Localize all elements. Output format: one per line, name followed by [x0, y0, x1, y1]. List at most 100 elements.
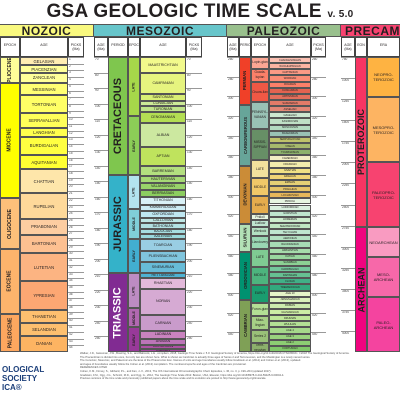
cz-tick: 41: [68, 325, 84, 332]
pz-age-cell: FLOIAN: [269, 278, 311, 285]
title-main: GSA GEOLOGIC TIME SCALE: [46, 1, 322, 22]
pz-age-cell: AERONIAN: [269, 235, 311, 242]
cz-epoch-label: PLIOCENE: [0, 57, 20, 83]
mz-age-cell: TITHONIAN: [140, 196, 186, 205]
mz-age-tick: 130: [94, 150, 108, 166]
footer-line: and ages of boundaries usually follow th…: [80, 362, 247, 366]
pz-age-cell: AGE 4: [269, 327, 311, 334]
mz-age-tick: 210: [94, 274, 108, 290]
cz-epoch-label: PALEOCENE: [0, 313, 20, 352]
pc-age-tick: 2750: [341, 225, 355, 247]
pz-period-carboniferous: CARBONIFEROUS: [239, 104, 251, 167]
pz-period-devonian: DEVONIAN: [239, 166, 251, 224]
pc-age-tick: 2500: [341, 204, 355, 226]
cz-epoch-label: EOCENE: [0, 249, 20, 314]
pz-age-cell: KUNGURIAN: [269, 87, 311, 94]
mz-age-cell: CALLOVIAN: [140, 218, 186, 224]
cz-tick: 14: [68, 144, 84, 151]
pc-age-tick: 3500: [341, 288, 355, 310]
pc-age-tick: 2000: [341, 162, 355, 184]
pz-pick-tick: 280: [311, 76, 326, 97]
cz-tick: 6: [68, 90, 84, 98]
cz-tick: 20: [68, 184, 84, 192]
cz-tick: 23: [68, 204, 84, 212]
cz-tick: 3: [68, 70, 84, 78]
pz-epoch-cell: Series 2: [251, 329, 269, 343]
mz-pick-tick: 190: [186, 243, 202, 259]
pz-period-silurian: SILURIAN: [239, 223, 251, 253]
pz-age-cell: BASHKIRIAN: [269, 130, 311, 137]
mz-age-cell: OXFORDIAN: [140, 211, 186, 219]
mz-age-cell: TURONIAN: [140, 106, 186, 113]
mz-age-cell: HETTANGIAN: [140, 272, 186, 278]
pz-age-tick: 260: [227, 57, 239, 77]
mz-pick-tick: 210: [186, 274, 202, 290]
pz-age-cell: FORTUNIAN: [269, 345, 311, 352]
pz-age-cell: HOMERIAN: [269, 216, 311, 223]
footer-line: Previous versions of the time scale and …: [80, 377, 267, 381]
pz-age-cell: PAIBIAN: [269, 302, 311, 309]
cz-tick: 25: [68, 217, 84, 225]
mz-age-cell: BERRIASIAN: [140, 189, 186, 197]
mz-age-cell: BAJOCIAN: [140, 228, 186, 235]
pz-age-tick: 520: [227, 312, 239, 333]
pz-age-cell: PRIDOLI: [269, 198, 311, 205]
era-precambrian: PRECAMB: [341, 24, 400, 37]
mz-age-cell: TOARCIAN: [140, 239, 186, 252]
pz-epoch-cell: Guada-lupian: [251, 68, 269, 83]
mz-age-tick: 120: [94, 134, 108, 151]
pz-age-cell: JIANGSHANIAN: [269, 296, 311, 303]
pz-age-cell: ARTINSKIAN: [269, 93, 311, 101]
mz-age-cell: AALENIAN: [140, 234, 186, 240]
cz-age-cell: CHATTIAN: [20, 169, 68, 194]
cz-age-cell: RUPELIAN: [20, 193, 68, 219]
pz-age-tick: 460: [227, 253, 239, 274]
cz-age-cell: BARTONIAN: [20, 234, 68, 253]
pc-age-tick: 2250: [341, 183, 355, 205]
mz-epoch-label: LATE: [128, 273, 140, 308]
cz-age-cell: THANETIAN: [20, 310, 68, 324]
mz-age-cell: LADINIAN: [140, 331, 186, 339]
pz-epoch-cell: Lopin-gian: [251, 57, 269, 69]
pz-age-cell: GZHELIAN: [269, 112, 311, 119]
pz-age-cell: MOSCOVIAN: [269, 124, 311, 131]
pz-age-tick: 400: [227, 194, 239, 215]
cz-tick: 42: [68, 331, 84, 339]
gsa-logo-line2: ICA®: [2, 382, 22, 392]
pz-epoch-cell: PENNSYL-VANIAN: [251, 101, 269, 129]
mz-gap: [202, 57, 227, 352]
cz-tick: 18: [68, 170, 84, 178]
pz-age-cell: CAPITANIAN: [269, 69, 311, 76]
mz-age-cell: BATHONIAN: [140, 223, 186, 229]
mz-age-tick: 160: [94, 196, 108, 213]
header-pc-era: ERA: [367, 37, 400, 57]
mz-pick-tick: 150: [186, 181, 202, 197]
mz-period-triassic: TRIASSIC: [108, 273, 128, 352]
cz-tick: 27: [68, 231, 84, 239]
pz-age-cell: SAKMARIAN: [269, 100, 311, 107]
cz-age-cell: ZANCLEAN: [20, 73, 68, 83]
cz-age-cell: PIACENZIAN: [20, 65, 68, 74]
pz-age-cell: LOCHKOVIAN: [269, 192, 311, 199]
pz-age-cell: FAMENNIAN: [269, 155, 311, 162]
cz-tick: 16: [68, 157, 84, 165]
pz-epoch-cell: MIDDLE: [251, 178, 269, 197]
mz-age-cell: BARREMIAN: [140, 165, 186, 177]
pz-age-cell: KASIMOVIAN: [269, 118, 311, 125]
pz-pick-tick: 340: [311, 135, 326, 156]
cz-tick: 1: [68, 57, 84, 64]
footer-line: The Precambrian is divided into eons, bu…: [80, 355, 311, 359]
pz-age-cell: ASSELIAN: [269, 106, 311, 113]
references-footer: Walker, J.D., Geissman, J.W., Bowring, S…: [80, 352, 396, 396]
pc-age-tick: 4000: [341, 330, 355, 352]
mz-epoch-label: MIDDLE: [128, 307, 140, 328]
mz-age-tick: 200: [94, 258, 108, 275]
header-cz-picks: PICKS (Ma): [68, 37, 84, 57]
cz-tick: 26: [68, 224, 84, 232]
pc-age-tick: 1500: [341, 120, 355, 142]
pz-age-tick: 340: [227, 135, 239, 156]
pz-age-tick: 420: [227, 214, 239, 234]
mz-age-tick: 220: [94, 289, 108, 306]
pc-age-tick: 1250: [341, 99, 355, 121]
cz-epoch-label: OLIGOCENE: [0, 198, 20, 250]
